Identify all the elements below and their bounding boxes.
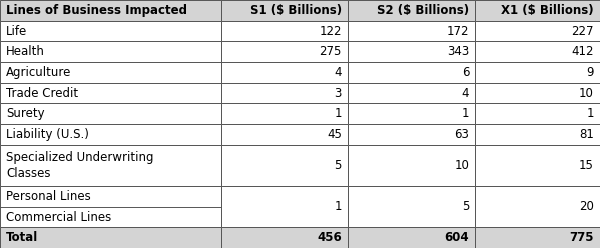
Text: 10: 10: [454, 159, 469, 172]
Text: 1: 1: [586, 107, 594, 120]
Text: 172: 172: [446, 25, 469, 37]
Bar: [0, 83, 221, 103]
Bar: [475, 21, 600, 41]
Bar: [475, 62, 600, 83]
Text: 20: 20: [579, 200, 594, 213]
Text: 604: 604: [445, 231, 469, 244]
Bar: [0, 21, 221, 41]
Text: 45: 45: [327, 128, 342, 141]
Text: 3: 3: [335, 87, 342, 99]
Bar: [0, 145, 221, 186]
Bar: [348, 62, 475, 83]
Bar: [0, 62, 221, 83]
Text: Agriculture: Agriculture: [6, 66, 71, 79]
Bar: [0, 103, 221, 124]
Bar: [475, 83, 600, 103]
Text: 227: 227: [571, 25, 594, 37]
Bar: [0, 124, 221, 145]
Bar: [0, 0, 221, 21]
Bar: [221, 0, 348, 21]
Text: 4: 4: [462, 87, 469, 99]
Text: 4: 4: [335, 66, 342, 79]
Text: 275: 275: [320, 45, 342, 58]
Text: 10: 10: [579, 87, 594, 99]
Text: 456: 456: [317, 231, 342, 244]
Text: Health: Health: [6, 45, 45, 58]
Bar: [475, 124, 600, 145]
Bar: [348, 0, 475, 21]
Bar: [221, 41, 348, 62]
Bar: [221, 83, 348, 103]
Text: Commercial Lines: Commercial Lines: [6, 211, 111, 223]
Bar: [475, 186, 600, 227]
Text: Lines of Business Impacted: Lines of Business Impacted: [6, 4, 187, 17]
Text: Personal Lines: Personal Lines: [6, 190, 91, 203]
Bar: [0, 41, 221, 62]
Bar: [348, 145, 475, 186]
Text: Surety: Surety: [6, 107, 44, 120]
Text: 15: 15: [579, 159, 594, 172]
Bar: [348, 186, 475, 227]
Bar: [221, 227, 348, 248]
Bar: [221, 145, 348, 186]
Bar: [348, 41, 475, 62]
Text: 9: 9: [586, 66, 594, 79]
Text: S1 ($ Billions): S1 ($ Billions): [250, 4, 342, 17]
Bar: [221, 21, 348, 41]
Text: Liability (U.S.): Liability (U.S.): [6, 128, 89, 141]
Bar: [348, 21, 475, 41]
Text: 1: 1: [335, 107, 342, 120]
Text: X1 ($ Billions): X1 ($ Billions): [502, 4, 594, 17]
Text: 6: 6: [462, 66, 469, 79]
Bar: [0, 227, 221, 248]
Bar: [221, 124, 348, 145]
Text: 122: 122: [319, 25, 342, 37]
Text: 343: 343: [447, 45, 469, 58]
Bar: [475, 145, 600, 186]
Bar: [221, 103, 348, 124]
Bar: [475, 41, 600, 62]
Bar: [0, 186, 221, 227]
Bar: [475, 227, 600, 248]
Text: 81: 81: [579, 128, 594, 141]
Text: 5: 5: [335, 159, 342, 172]
Text: 412: 412: [571, 45, 594, 58]
Bar: [221, 186, 348, 227]
Text: 5: 5: [462, 200, 469, 213]
Text: 1: 1: [335, 200, 342, 213]
Bar: [221, 62, 348, 83]
Bar: [475, 103, 600, 124]
Text: Specialized Underwriting
Classes: Specialized Underwriting Classes: [6, 151, 154, 180]
Text: Life: Life: [6, 25, 27, 37]
Bar: [475, 0, 600, 21]
Text: Trade Credit: Trade Credit: [6, 87, 78, 99]
Text: Total: Total: [6, 231, 38, 244]
Bar: [348, 124, 475, 145]
Bar: [348, 83, 475, 103]
Bar: [348, 103, 475, 124]
Text: 1: 1: [462, 107, 469, 120]
Text: 63: 63: [454, 128, 469, 141]
Bar: [348, 227, 475, 248]
Text: 775: 775: [569, 231, 594, 244]
Text: S2 ($ Billions): S2 ($ Billions): [377, 4, 469, 17]
